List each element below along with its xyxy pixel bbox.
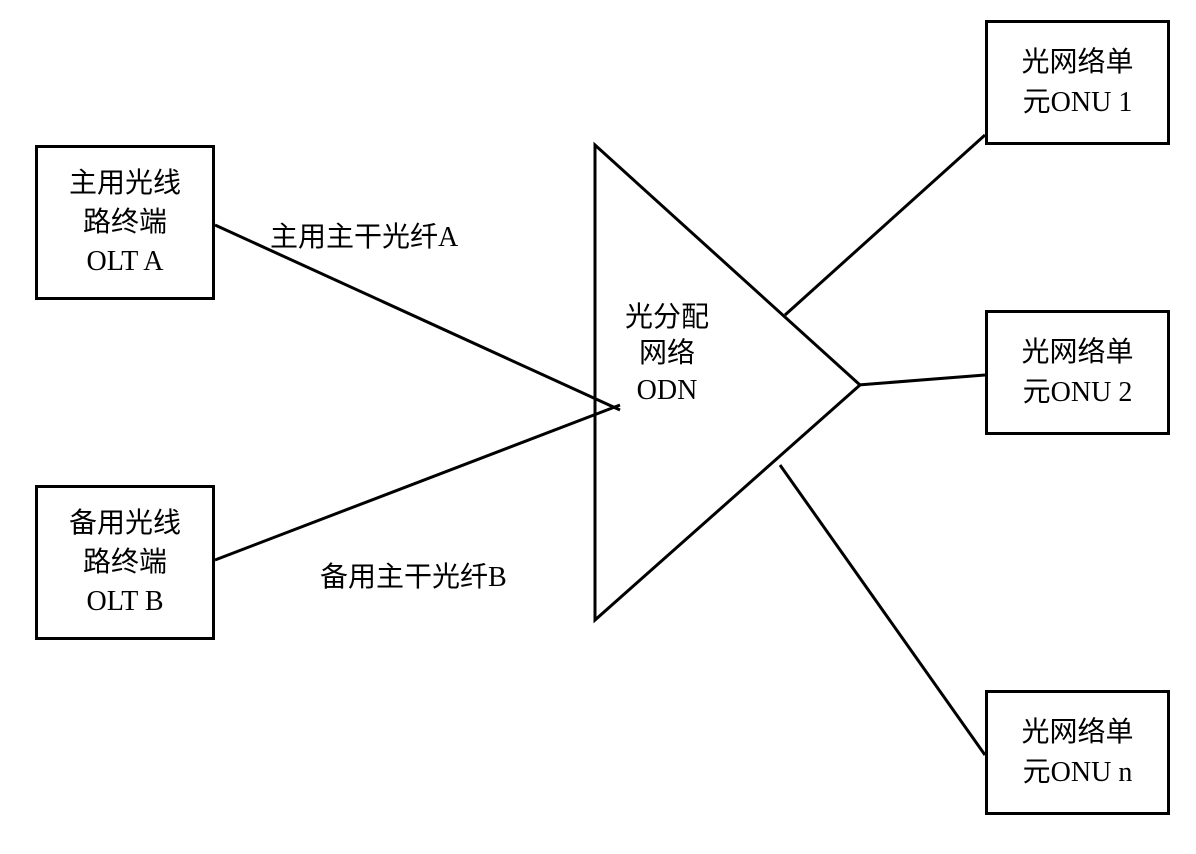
node-olt-b: 备用光线 路终端 OLT B (35, 485, 215, 640)
edge-onu2 (858, 375, 985, 385)
olt-b-line3: OLT B (86, 582, 163, 621)
olt-a-line1: 主用光线 (69, 164, 181, 203)
olt-b-line1: 备用光线 (69, 504, 181, 543)
fiber-a-label: 主用主干光纤A (270, 215, 458, 255)
odn-line1: 光分配 (625, 300, 709, 336)
olt-a-line2: 路终端 (83, 203, 167, 242)
onu1-line1: 光网络单 (1021, 43, 1133, 82)
onu1-line2: 元ONU 1 (1023, 83, 1133, 122)
edge-onu1 (785, 135, 985, 315)
onu2-line2: 元ONU 2 (1023, 373, 1133, 412)
fiber-b-label: 备用主干光纤B (320, 555, 507, 595)
node-onu-n: 光网络单 元ONU n (985, 690, 1170, 815)
olt-b-line2: 路终端 (83, 543, 167, 582)
node-onu-1: 光网络单 元ONU 1 (985, 20, 1170, 145)
edge-fiber-b (215, 405, 620, 560)
onu2-line1: 光网络单 (1021, 333, 1133, 372)
node-onu-2: 光网络单 元ONU 2 (985, 310, 1170, 435)
odn-line2: 网络 (625, 336, 709, 372)
odn-label: 光分配 网络 ODN (625, 300, 709, 409)
edge-onun (780, 465, 985, 755)
onun-line1: 光网络单 (1021, 713, 1133, 752)
olt-a-line3: OLT A (86, 242, 163, 281)
onun-line2: 元ONU n (1023, 753, 1133, 792)
odn-line3: ODN (625, 373, 709, 409)
node-olt-a: 主用光线 路终端 OLT A (35, 145, 215, 300)
